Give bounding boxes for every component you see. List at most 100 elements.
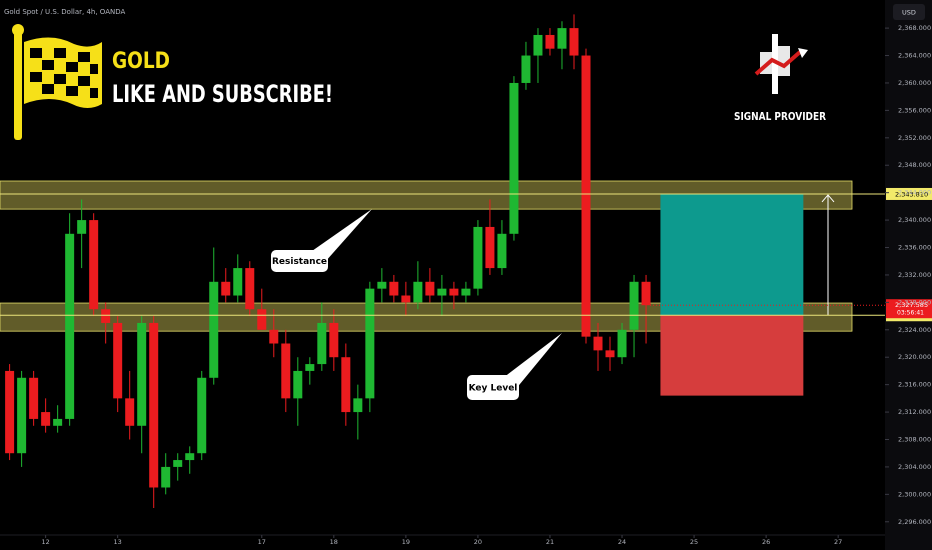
candle-body <box>473 226 483 289</box>
candle-body <box>605 350 615 358</box>
candle-body <box>17 377 27 454</box>
brand-logo <box>754 34 808 94</box>
position-profit <box>660 193 804 316</box>
candle-body <box>329 322 339 358</box>
candle-body <box>509 82 519 234</box>
y-tick-label: 2,340.000 <box>898 216 931 224</box>
position-layer <box>660 193 835 396</box>
target-arrow-head <box>821 194 835 203</box>
candle-body <box>317 322 327 365</box>
candle-body <box>233 268 243 296</box>
y-tick-label: 2,356.000 <box>898 106 931 114</box>
y-tick-label: 2,308.000 <box>898 435 931 443</box>
candle-body <box>629 281 639 330</box>
candle-body <box>569 28 579 56</box>
candle-body <box>389 281 399 296</box>
x-tick-label: 12 <box>41 538 49 546</box>
x-tick-label: 19 <box>402 538 410 546</box>
y-tick-label: 2,312.000 <box>898 408 931 416</box>
x-tick-label: 21 <box>546 538 554 546</box>
y-tick-label: 2,304.000 <box>898 463 931 471</box>
candle-body <box>581 55 591 337</box>
currency-label[interactable]: USD <box>902 9 916 17</box>
y-tick-label: 2,336.000 <box>898 244 931 252</box>
x-tick-label: 20 <box>474 538 482 546</box>
price-line-tag <box>886 187 932 200</box>
candle-body <box>437 288 447 296</box>
y-tick-label: 2,300.000 <box>898 490 931 498</box>
candle-body <box>53 418 63 426</box>
candle-body <box>557 28 567 49</box>
candles-layer <box>5 14 651 509</box>
x-tick-label: 25 <box>690 538 698 546</box>
candle-body <box>41 412 51 426</box>
axis-layer: 2,296.000 2,300.000 2,304.000 2,308.000 2,31… <box>41 24 931 546</box>
y-tick-label: 2,328.000 <box>898 298 931 306</box>
y-tick-label: 2,324.000 <box>898 326 931 334</box>
candle-body <box>353 398 363 413</box>
y-tick-label: 2,364.000 <box>898 52 931 60</box>
candle-body <box>521 55 531 83</box>
candle-body <box>449 288 459 296</box>
candle-body <box>5 370 15 454</box>
candle-body <box>209 281 219 378</box>
x-tick-label: 13 <box>114 538 122 546</box>
current-price-tag <box>886 299 932 319</box>
candle-body <box>125 398 135 426</box>
candle-body <box>281 343 291 399</box>
candle-body <box>617 329 627 358</box>
candle-body <box>173 460 183 467</box>
current-price-label: 2,327.585 <box>895 301 928 309</box>
countdown-label: 03:56:41 <box>897 310 924 317</box>
y-tick-label: 2,296.000 <box>898 518 931 526</box>
y-tick-label: 2,332.000 <box>898 271 931 279</box>
y-tick-label: 2,344.000 <box>898 189 931 197</box>
x-tick-label: 26 <box>762 538 770 546</box>
flag-icon <box>12 24 102 140</box>
candle-body <box>497 233 507 269</box>
candle-body <box>545 34 555 49</box>
x-tick-label: 18 <box>330 538 338 546</box>
x-tick-label: 17 <box>258 538 266 546</box>
candle-body <box>257 309 267 330</box>
candle-body <box>77 220 87 234</box>
candle-body <box>533 34 543 56</box>
candle-body <box>641 281 651 306</box>
candle-body <box>593 336 603 351</box>
candle-body <box>101 309 111 323</box>
candle-body <box>461 288 471 296</box>
candle-body <box>413 281 423 303</box>
candle-body <box>185 453 195 461</box>
position-loss <box>660 315 804 396</box>
overlay-subtitle: LIKE AND SUBSCRIBE! <box>112 80 333 108</box>
x-tick-label: 27 <box>834 538 842 546</box>
currency-button[interactable] <box>893 4 925 20</box>
overlay-title: GOLD <box>112 49 170 74</box>
candle-body <box>89 220 99 310</box>
y-tick-label: 2,360.000 <box>898 79 931 87</box>
candle-body <box>221 281 231 296</box>
chart-title: Gold Spot / U.S. Dollar, 4h, OANDA <box>4 8 125 16</box>
resistance-label: Resistance <box>272 257 327 267</box>
candle-body <box>305 364 315 371</box>
candle-body <box>149 322 159 488</box>
candle-body <box>269 329 279 344</box>
candle-body <box>137 322 147 426</box>
candle-body <box>293 370 303 399</box>
brand-name: SIGNAL PROVIDER <box>734 110 826 123</box>
candle-body <box>113 322 123 399</box>
candle-body <box>365 288 375 399</box>
candle-body <box>29 377 39 419</box>
candle-body <box>401 295 411 303</box>
y-tick-label: 2,348.000 <box>898 161 931 169</box>
resistance-callout <box>271 209 372 272</box>
y-tick-label: 2,352.000 <box>898 134 931 142</box>
candle-body <box>425 281 435 296</box>
candle-body <box>197 377 207 454</box>
price-axis-panel <box>885 0 932 550</box>
y-tick-label: 2,368.000 <box>898 24 931 32</box>
key-level-callout <box>467 333 562 400</box>
